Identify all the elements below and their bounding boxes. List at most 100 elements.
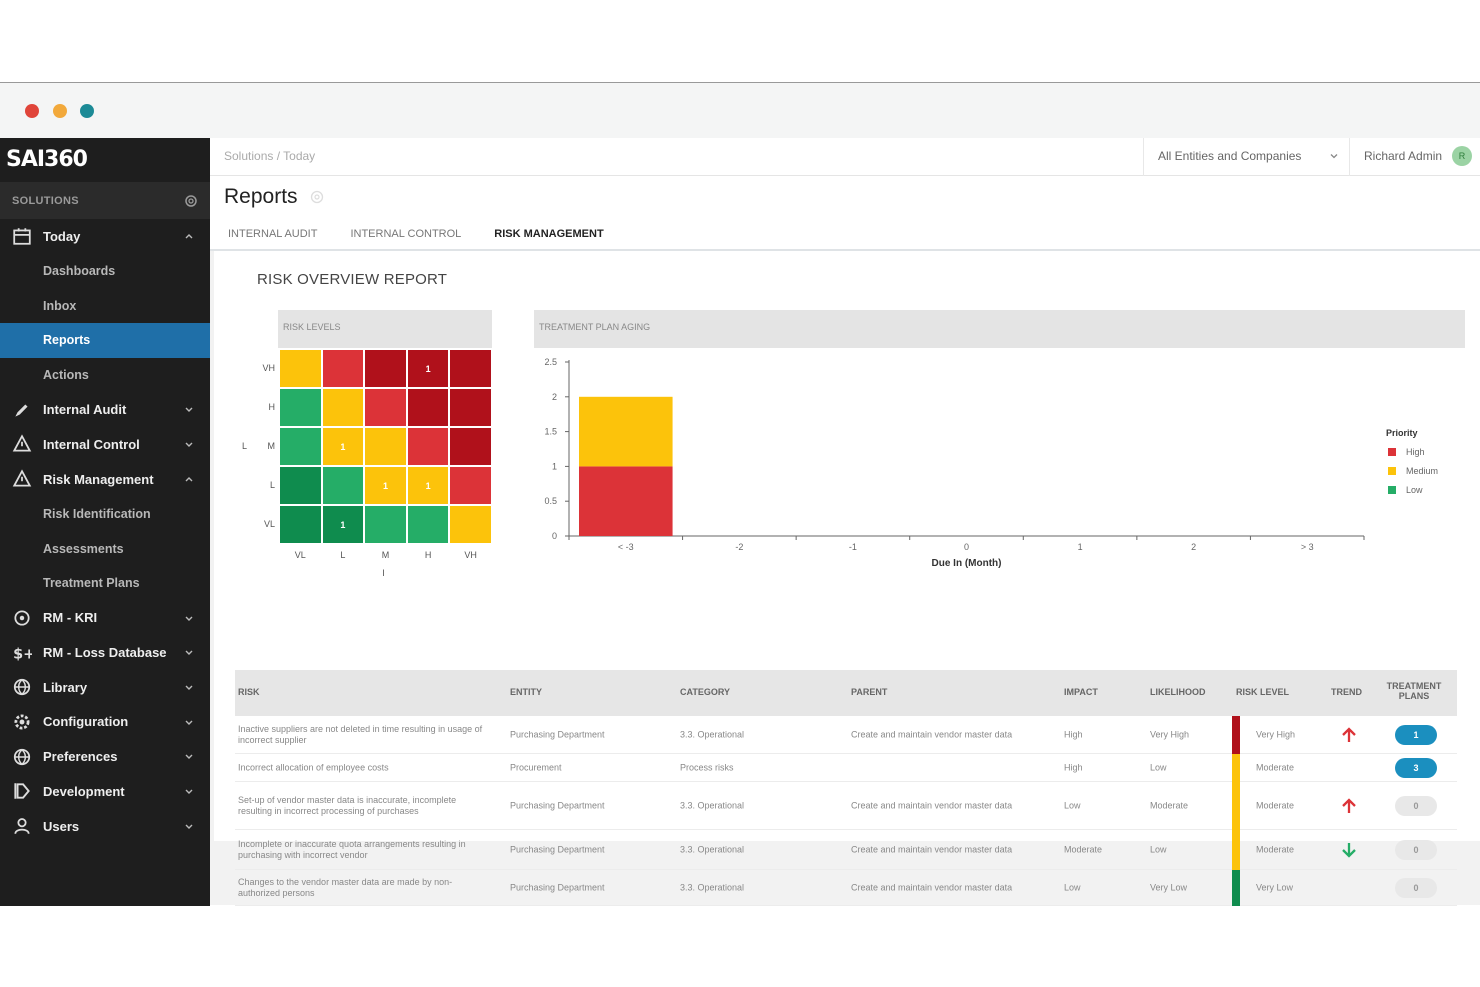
avatar[interactable]: R (1452, 146, 1472, 166)
chevron-down-icon[interactable] (183, 612, 195, 624)
matrix-cell-l-vl[interactable] (279, 466, 322, 505)
column-header-entity[interactable]: ENTITY (510, 687, 543, 697)
table-row[interactable]: Incomplete or inaccurate quota arrangeme… (235, 830, 1457, 870)
chevron-down-icon[interactable] (183, 785, 195, 797)
tab-internal-control[interactable]: INTERNAL CONTROL (350, 228, 462, 240)
impact-cell: High (1064, 729, 1083, 739)
sidebar-subitem-reports[interactable]: Reports (0, 323, 210, 358)
table-row[interactable]: Set-up of vendor master data is inaccura… (235, 782, 1457, 830)
sidebar-item-users[interactable]: Users (0, 809, 210, 844)
matrix-cell-m-m[interactable] (364, 427, 407, 466)
treatment-plans-badge[interactable]: 1 (1395, 725, 1437, 745)
column-header-parent[interactable]: PARENT (851, 687, 888, 697)
sidebar-item-library[interactable]: Library (0, 670, 210, 705)
x-tick-label: > 3 (1301, 542, 1314, 552)
table-row[interactable]: Inactive suppliers are not deleted in ti… (235, 716, 1457, 754)
matrix-cell-vh-vl[interactable] (279, 349, 322, 388)
matrix-cell-m-l[interactable]: 1 (321, 427, 365, 466)
matrix-cell-vl-vh[interactable] (449, 505, 492, 544)
matrix-cell-m-h[interactable] (406, 427, 450, 466)
matrix-cell-h-m[interactable] (364, 388, 407, 427)
column-header-likelihood[interactable]: LIKELIHOOD (1150, 687, 1206, 697)
sidebar-item-label: Configuration (43, 714, 129, 730)
matrix-cell-h-vl[interactable] (279, 388, 322, 427)
risk-description: Changes to the vendor master data are ma… (238, 876, 453, 898)
maximize-window-button[interactable] (80, 104, 94, 118)
sidebar-subitem-assessments[interactable]: Assessments (43, 541, 124, 556)
treatment-plans-badge[interactable]: 3 (1395, 758, 1437, 778)
matrix-cell-vl-h[interactable] (406, 505, 450, 544)
treatment-plans-badge[interactable]: 0 (1395, 796, 1437, 816)
treatment-plans-badge[interactable]: 0 (1395, 878, 1437, 898)
matrix-cell-h-l[interactable] (321, 388, 365, 427)
matrix-cell-vl-l[interactable]: 1 (321, 505, 365, 544)
sidebar-item-rm-loss-database[interactable]: $+ RM - Loss Database (0, 635, 210, 670)
brand-logo[interactable]: SAI360 (6, 147, 88, 172)
matrix-row-label: M (267, 441, 276, 451)
matrix-cell-l-m[interactable]: 1 (364, 466, 407, 505)
chevron-down-icon[interactable] (183, 820, 195, 832)
risk-description: Incorrect allocation of employee costs (238, 762, 389, 772)
chevron-up-icon[interactable] (183, 230, 195, 242)
column-header-category[interactable]: CATEGORY (680, 687, 731, 697)
sidebar-subitem-inbox[interactable]: Inbox (43, 298, 77, 313)
tab-risk-management[interactable]: RISK MANAGEMENT (494, 228, 604, 240)
sidebar-item-internal-control[interactable]: Internal Control (0, 427, 210, 462)
category-cell: Process risks (680, 762, 734, 772)
entity-select[interactable]: All Entities and Companies (1143, 138, 1349, 176)
table-row[interactable]: Changes to the vendor master data are ma… (235, 870, 1457, 906)
chevron-down-icon[interactable] (183, 681, 195, 693)
column-header-impact[interactable]: IMPACT (1064, 687, 1098, 697)
matrix-cell-vl-m[interactable] (364, 505, 407, 544)
sidebar-subitem-treatment-plans[interactable]: Treatment Plans (43, 576, 140, 591)
x-tick-label: -1 (849, 542, 857, 552)
tab-internal-audit[interactable]: INTERNAL AUDIT (228, 228, 318, 240)
sidebar-item-today[interactable]: Today (0, 219, 210, 254)
sidebar-item-configuration[interactable]: Configuration (0, 705, 210, 740)
sidebar-item-label: Internal Control (43, 436, 140, 452)
report-tabs: INTERNAL AUDIT INTERNAL CONTROL RISK MANAG… (228, 228, 637, 248)
sidebar-subitem-actions[interactable]: Actions (43, 368, 89, 383)
column-header-risk[interactable]: RISK (238, 687, 260, 697)
gear-icon[interactable] (184, 194, 198, 208)
entity-cell: Purchasing Department (510, 882, 605, 892)
user-menu[interactable]: Richard Admin R (1349, 138, 1480, 176)
minimize-window-button[interactable] (53, 104, 67, 118)
close-window-button[interactable] (25, 104, 39, 118)
sidebar-item-preferences[interactable]: Preferences (0, 739, 210, 774)
column-header-risk-level[interactable]: RISK LEVEL (1236, 687, 1290, 697)
chevron-down-icon[interactable] (183, 403, 195, 415)
parent-cell: Create and maintain vendor master data (851, 882, 1013, 892)
chevron-up-icon[interactable] (183, 473, 195, 485)
matrix-cell-vh-l[interactable] (321, 349, 365, 388)
sidebar-item-risk-management[interactable]: Risk Management (0, 462, 210, 497)
sidebar-subitem-dashboards[interactable]: Dashboards (43, 264, 116, 279)
chevron-down-icon[interactable] (183, 646, 195, 658)
legend-swatch-low (1388, 486, 1396, 494)
matrix-cell-vh-m[interactable] (364, 349, 407, 388)
matrix-cell-l-h[interactable]: 1 (406, 466, 450, 505)
settings-icon[interactable] (310, 190, 324, 204)
matrix-row-label: H (268, 402, 276, 412)
matrix-cell-h-vh[interactable] (449, 388, 492, 427)
matrix-cell-h-h[interactable] (406, 388, 450, 427)
sidebar-item-internal-audit[interactable]: Internal Audit (0, 392, 210, 427)
matrix-cell-vh-vh[interactable] (449, 349, 492, 388)
column-header-trend[interactable]: TREND (1331, 687, 1362, 697)
breadcrumb[interactable]: Solutions / Today (224, 149, 316, 163)
matrix-cell-m-vh[interactable] (449, 427, 492, 466)
matrix-cell-m-vl[interactable] (279, 427, 322, 466)
sidebar-subitem-risk-identification[interactable]: Risk Identification (43, 506, 151, 521)
matrix-cell-l-l[interactable] (321, 466, 365, 505)
chevron-down-icon[interactable] (183, 438, 195, 450)
sidebar-item-rm-kri[interactable]: RM - KRI (0, 601, 210, 636)
chevron-down-icon[interactable] (183, 716, 195, 728)
matrix-cell-l-vh[interactable] (449, 466, 492, 505)
sidebar-item-development[interactable]: Development (0, 774, 210, 809)
chevron-down-icon[interactable] (183, 750, 195, 762)
treatment-plans-badge[interactable]: 0 (1395, 840, 1437, 860)
matrix-cell-vl-vl[interactable] (279, 505, 322, 544)
matrix-cell-vh-h[interactable]: 1 (406, 349, 450, 388)
column-header-treatment-plans[interactable]: TREATMENT PLANS (1386, 681, 1442, 701)
table-row[interactable]: Incorrect allocation of employee costs Pr… (235, 754, 1457, 782)
